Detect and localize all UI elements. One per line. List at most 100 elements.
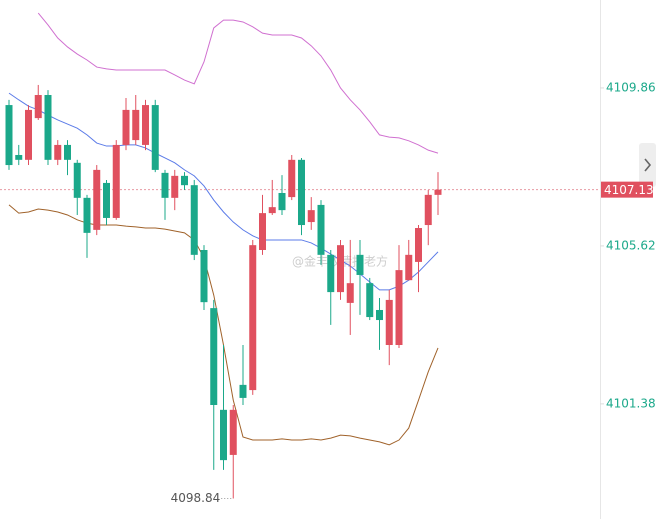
candle-body — [259, 213, 266, 250]
candle — [327, 249, 335, 325]
y-tick-label: 4109.86 — [606, 80, 656, 94]
candle — [249, 239, 257, 395]
candle — [15, 144, 23, 166]
candle — [288, 154, 296, 201]
candle — [112, 140, 120, 220]
candle-body — [346, 283, 354, 303]
candle-body — [181, 175, 188, 186]
candle — [93, 165, 101, 236]
candle — [161, 169, 169, 220]
candle-body — [15, 154, 23, 160]
candle — [356, 239, 364, 315]
candle — [278, 175, 286, 215]
candle-body — [5, 105, 13, 166]
candle — [376, 298, 383, 350]
candle — [142, 99, 149, 151]
candle-body — [434, 189, 442, 195]
candle-body — [210, 308, 218, 405]
candle-body — [288, 159, 296, 198]
candle — [151, 99, 159, 173]
candle — [385, 289, 393, 366]
candle-body — [54, 144, 62, 160]
candle-body — [200, 249, 208, 303]
candle — [103, 179, 110, 226]
candle-body — [327, 254, 335, 293]
candle-body — [278, 192, 286, 211]
candle-body — [93, 169, 101, 230]
candle-body — [34, 95, 42, 119]
candle — [220, 345, 227, 470]
candle — [405, 239, 413, 281]
collapse-button[interactable] — [639, 143, 656, 187]
candle-body — [190, 185, 198, 255]
candle — [259, 194, 266, 255]
candle — [190, 179, 198, 261]
candle-body — [151, 105, 159, 170]
candle — [181, 172, 188, 191]
low-label: 4098.84 — [171, 491, 221, 505]
candle-body — [122, 109, 130, 145]
band-line — [37, 12, 439, 154]
candle — [5, 99, 13, 170]
candle — [415, 225, 422, 293]
candle-body — [239, 384, 247, 398]
candle-body — [395, 270, 403, 346]
candle-body — [268, 207, 276, 214]
candle — [346, 239, 354, 335]
candle-body — [385, 299, 393, 346]
candle-body — [405, 254, 413, 281]
candle — [337, 239, 344, 300]
candle-body — [424, 194, 432, 226]
candle — [229, 404, 237, 499]
candle-body — [317, 204, 325, 255]
last-price-tag — [601, 181, 653, 198]
candle-body — [298, 159, 305, 226]
candle — [54, 140, 62, 166]
candle — [395, 245, 403, 348]
candle — [366, 277, 374, 321]
candle-body — [229, 409, 237, 455]
candle — [268, 179, 276, 215]
candle — [200, 245, 208, 310]
candle — [83, 194, 91, 258]
candle-body — [132, 109, 140, 141]
candle — [73, 159, 81, 215]
candle — [64, 140, 71, 176]
candle — [25, 105, 32, 166]
candle-body — [142, 105, 149, 145]
candle — [239, 345, 247, 405]
candle-body — [73, 162, 81, 198]
candle — [298, 157, 305, 236]
candle-body — [103, 182, 110, 218]
candle — [44, 90, 52, 166]
candle-body — [44, 95, 52, 160]
candle — [424, 190, 432, 246]
y-tick-label: 4105.62 — [606, 238, 656, 252]
candle-body — [366, 283, 374, 318]
candle — [34, 84, 42, 120]
candle-body — [307, 210, 315, 223]
candle — [317, 200, 325, 265]
candle-body — [171, 175, 179, 198]
candle — [434, 172, 442, 215]
candle-body — [161, 172, 169, 198]
candle — [307, 197, 315, 230]
candle-body — [415, 228, 422, 262]
candle-body — [25, 109, 32, 160]
band-line — [8, 204, 439, 446]
candle-body — [83, 197, 91, 233]
last-price-label: 4107.13 — [604, 183, 654, 197]
candle-body — [64, 144, 71, 160]
candle-body — [376, 309, 383, 321]
candle-body — [356, 254, 364, 275]
candle — [132, 95, 140, 145]
candle — [171, 169, 179, 211]
band-line — [8, 92, 439, 291]
candle — [122, 97, 130, 151]
y-tick-label: 4101.38 — [606, 396, 656, 410]
candle-body — [220, 409, 227, 461]
candle-body — [249, 245, 257, 391]
candle-body — [337, 245, 344, 293]
candle-body — [112, 144, 120, 218]
